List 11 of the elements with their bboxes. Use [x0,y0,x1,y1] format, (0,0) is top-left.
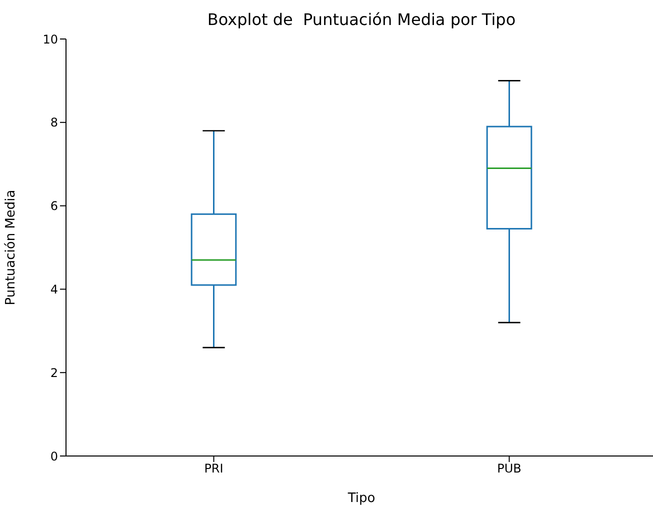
x-axis-title: Tipo [346,491,376,505]
y-tick-label: 8 [50,116,58,130]
chart-title: Boxplot de Puntuación Media por Tipo [206,10,517,29]
y-tick-label: 10 [42,32,58,46]
x-tick-label: PUB [497,462,522,476]
y-tick-label: 6 [50,199,58,214]
y-tick-label: 0 [50,449,58,464]
y-tick-label: 4 [50,282,58,296]
y-axis-title: Puntuación Media [4,190,19,306]
x-tick-label: PRI [204,462,224,476]
y-tick-label: 2 [50,366,58,380]
